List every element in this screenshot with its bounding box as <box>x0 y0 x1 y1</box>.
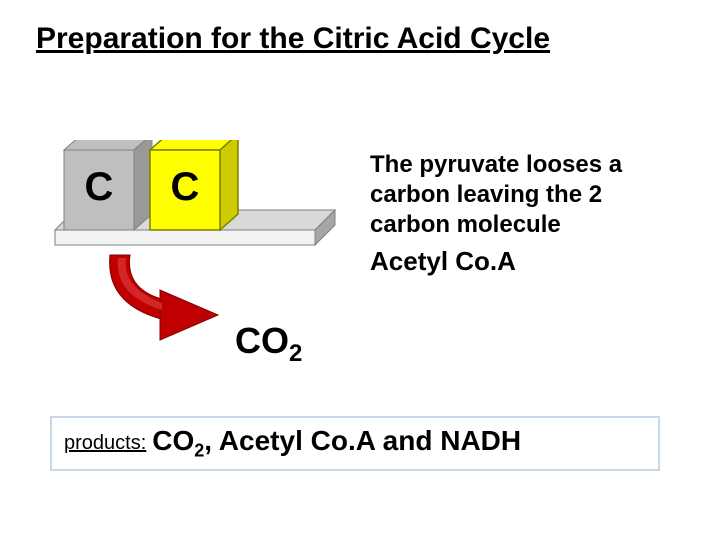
release-arrow <box>110 255 218 340</box>
products-box: products: CO2, Acetyl Co.A and NADH <box>50 416 660 471</box>
molecule-diagram: C C <box>50 140 340 330</box>
co2-text: CO <box>235 320 289 361</box>
block-back: C <box>64 140 152 230</box>
products-rest: , Acetyl Co.A and NADH <box>204 425 521 456</box>
products-co2: CO <box>152 425 194 456</box>
page-title: Preparation for the Citric Acid Cycle <box>36 22 550 56</box>
block-back-label: C <box>85 165 114 209</box>
desc-line3: carbon molecule <box>370 210 680 240</box>
diagram-svg: C C <box>50 140 340 350</box>
description: The pyruvate looses a carbon leaving the… <box>370 150 680 277</box>
block-front: C <box>150 140 238 230</box>
products-text: CO2, Acetyl Co.A and NADH <box>152 425 521 462</box>
co2-label: CO2 <box>235 320 302 368</box>
desc-line2: carbon leaving the 2 <box>370 180 680 210</box>
products-co2-sub: 2 <box>194 441 204 461</box>
block-front-label: C <box>171 165 200 209</box>
acetyl-label: Acetyl Co.A <box>370 246 680 277</box>
desc-line1: The pyruvate looses a <box>370 150 680 180</box>
products-label: products: <box>64 432 146 455</box>
co2-sub: 2 <box>289 340 302 367</box>
